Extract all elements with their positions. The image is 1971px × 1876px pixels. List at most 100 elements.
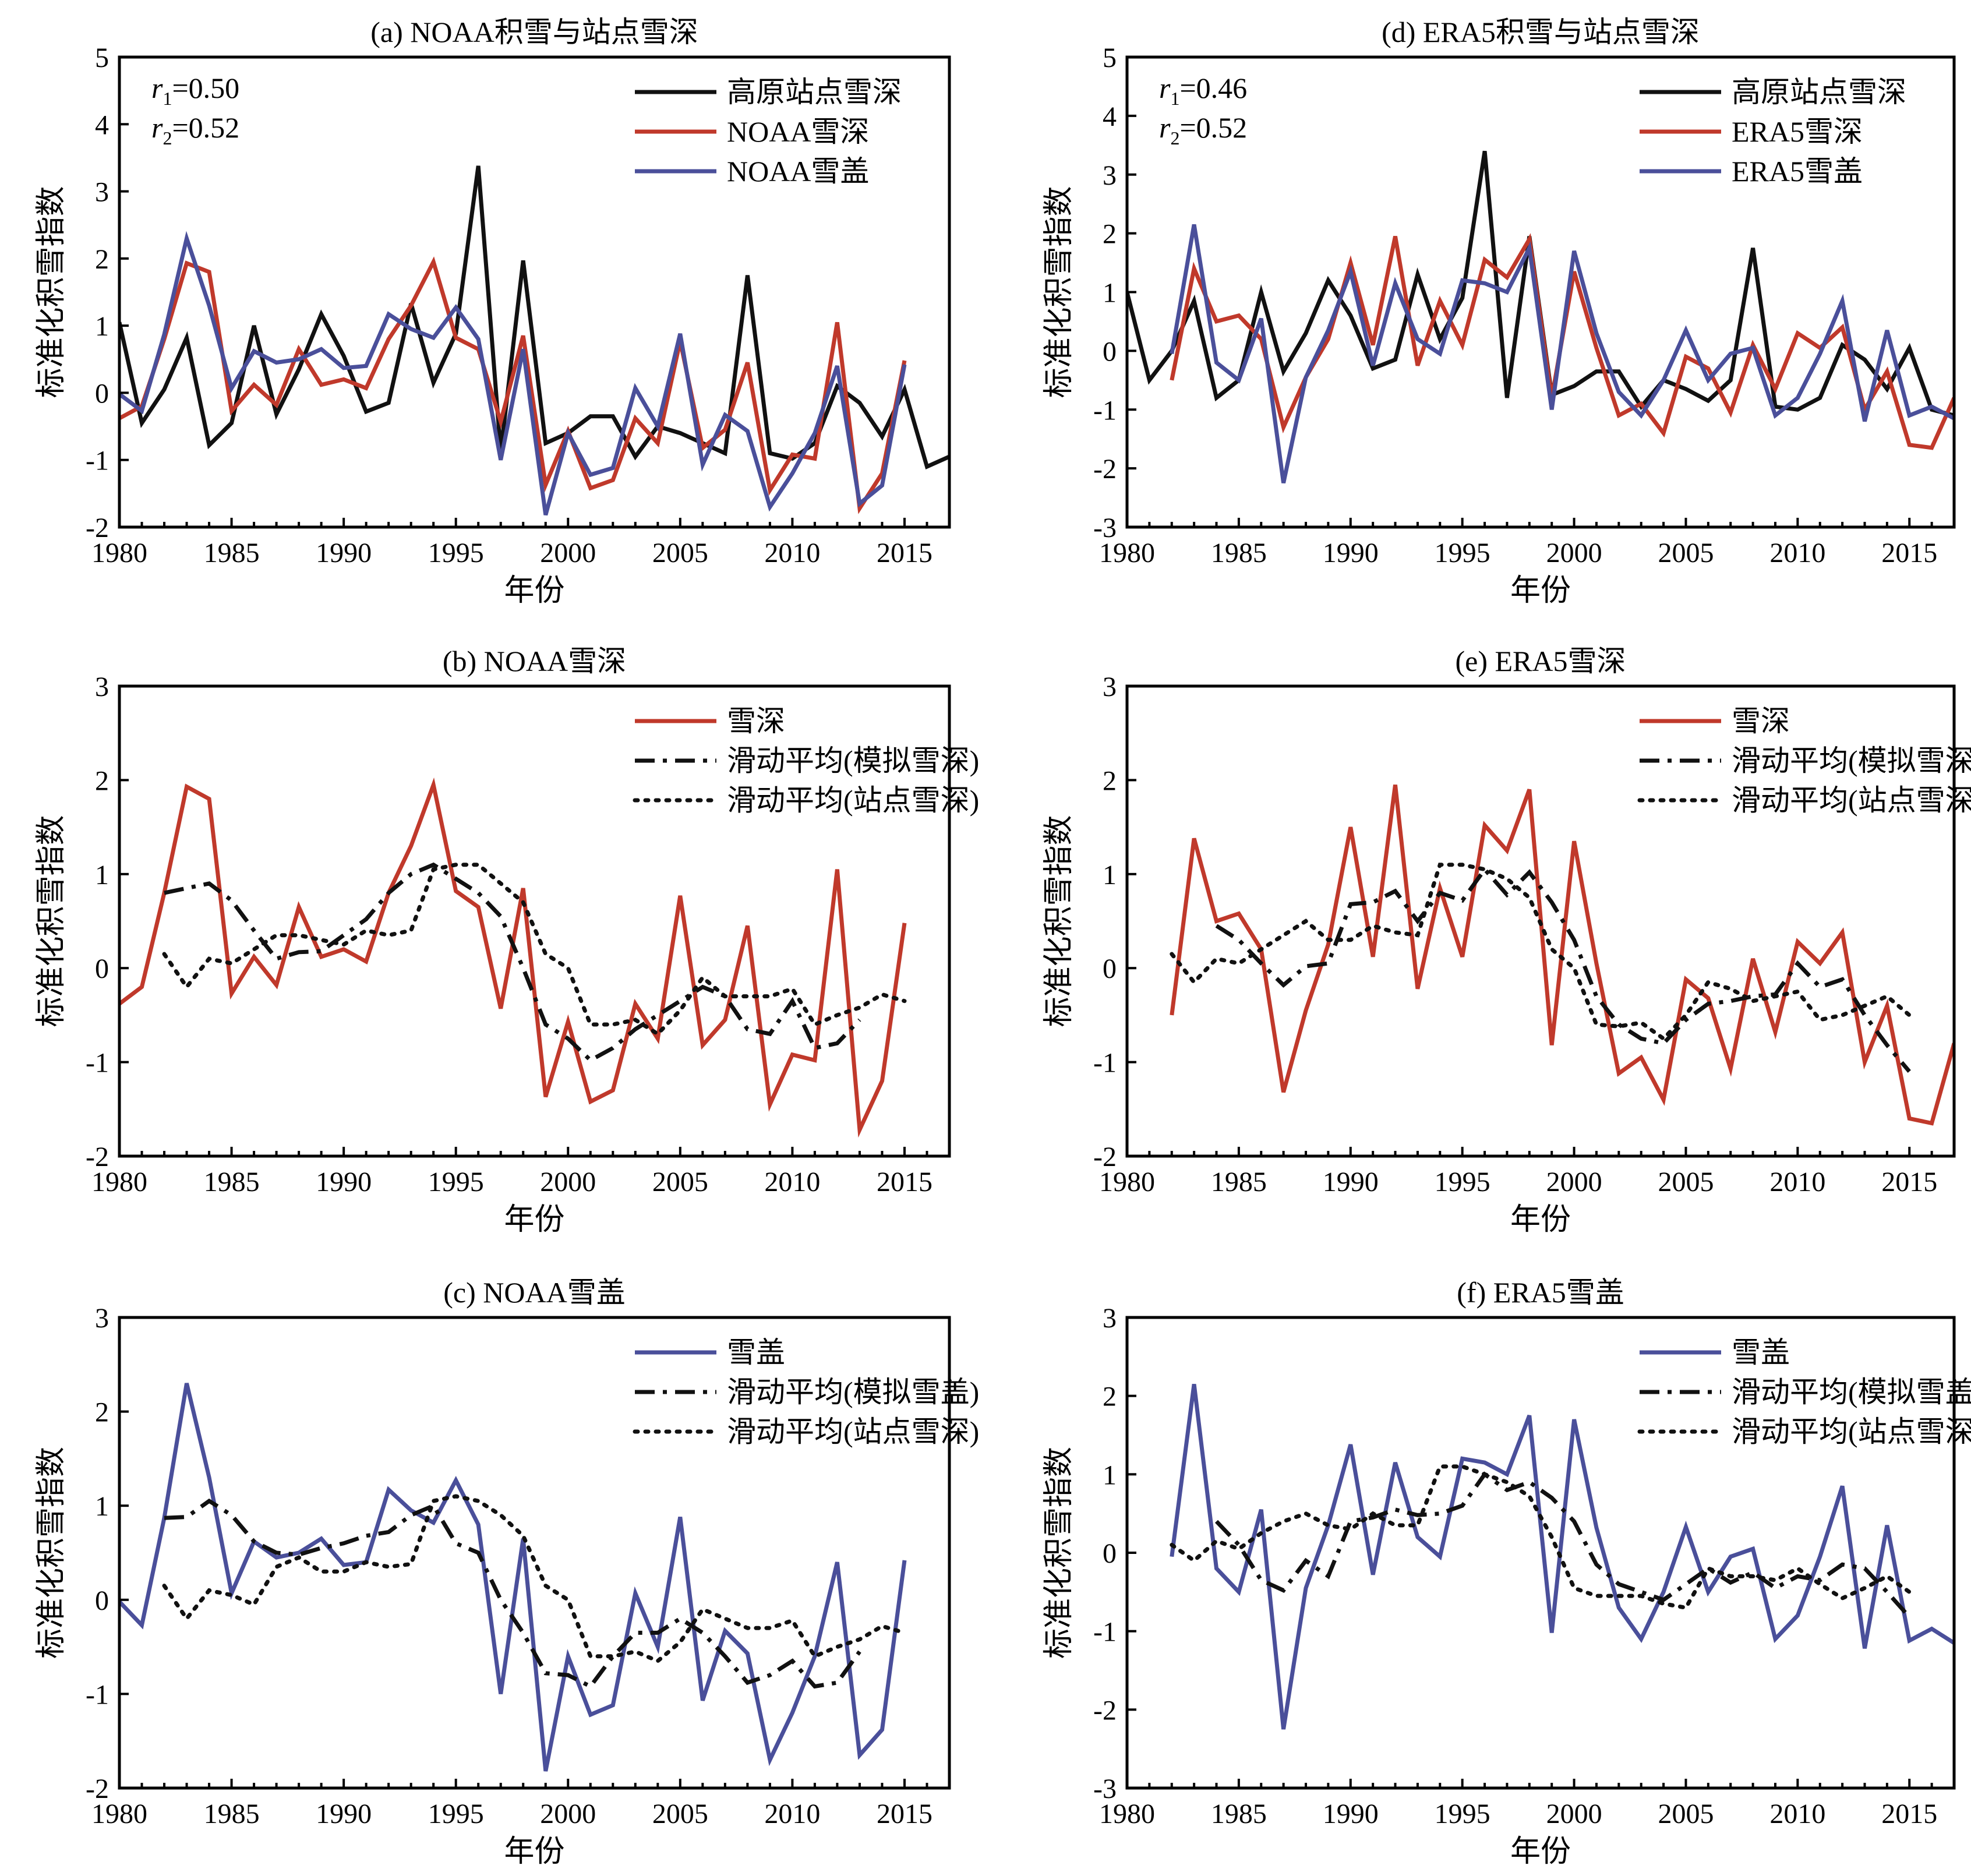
x-tick-label: 1990: [1323, 538, 1379, 568]
x-tick-label: 2000: [540, 1167, 596, 1197]
legend-label: 滑动平均(站点雪深): [1732, 1415, 1971, 1448]
legend-label: 滑动平均(模拟雪盖): [727, 1376, 979, 1408]
x-tick-label: 1995: [428, 1167, 484, 1197]
legend-label: 滑动平均(站点雪深): [727, 784, 979, 817]
panel-title: (c) NOAA雪盖: [443, 1276, 625, 1309]
y-tick-label: -1: [1093, 395, 1117, 426]
plot-frame: [118, 1316, 951, 1790]
x-tick-label: 1995: [428, 1799, 484, 1829]
series-line-3: [119, 231, 907, 516]
legend: 高原站点雪深 ERA5雪深 ERA5雪盖: [1640, 76, 1906, 188]
y-tick-label: 1: [1103, 278, 1117, 309]
series-line-3: [1170, 863, 1912, 1041]
y-tick-label: -2: [86, 1142, 109, 1172]
x-axis-label: 年份: [504, 574, 564, 607]
x-tick-label: 2000: [540, 538, 596, 568]
x-tick-label: 2010: [764, 538, 820, 568]
x-tick-label: 1985: [204, 1167, 260, 1197]
x-tick-label: 2015: [877, 1799, 932, 1829]
x-tick-label: 1985: [204, 538, 260, 568]
y-tick-label: -3: [1093, 513, 1117, 543]
x-tick-label: 1980: [91, 1799, 147, 1829]
legend-label: 高原站点雪深: [1732, 76, 1906, 108]
series-line-2: [1214, 1471, 1911, 1619]
x-axis-label: 年份: [504, 1835, 564, 1868]
y-axis-label: 标准化积雪指数: [1043, 815, 1076, 1027]
panel-f: (f) ERA5雪盖 -3 -2 -1 0 1 2 3 1980 1985 1990 1995 2000…: [1043, 1276, 1971, 1868]
y-axis-label: 标准化积雪指数: [35, 815, 68, 1027]
y-tick-label: 2: [95, 244, 109, 275]
x-tick-label: 2010: [764, 1799, 820, 1829]
series-line-3: [1170, 224, 1954, 484]
series-lines: [1170, 785, 1954, 1126]
y-tick-label: 3: [1103, 160, 1117, 191]
y-tick-label: -3: [1093, 1773, 1117, 1804]
y-axis-label: 标准化积雪指数: [35, 186, 68, 398]
y-tick-label: 1: [95, 1491, 109, 1522]
legend-label: 雪深: [727, 705, 785, 737]
y-tick-label: 1: [1103, 860, 1117, 891]
x-tick-label: 1995: [1435, 1799, 1490, 1829]
x-tick-label: 1995: [1435, 538, 1490, 568]
series-line-2: [119, 256, 907, 514]
x-tick-label: 1980: [1099, 538, 1155, 568]
panel-title: (b) NOAA雪深: [443, 645, 626, 677]
y-tick-label: -2: [1093, 454, 1117, 485]
x-tick-label: 2005: [652, 1799, 708, 1829]
panel-d: (d) ERA5积雪与站点雪深 -3 -2 -1 0 1 2 3 4 5 1980 1985 1990 1…: [1043, 16, 1956, 607]
series-line-2: [1215, 866, 1911, 1073]
y-tick-label: 2: [1103, 1382, 1117, 1412]
correlation-annotation: r1=0.46: [1159, 72, 1247, 109]
y-tick-label: 0: [95, 378, 109, 409]
plot-frame: [118, 55, 951, 529]
y-tick-label: 4: [1103, 101, 1117, 132]
x-tick-label: 2000: [1546, 538, 1602, 568]
legend-label: 雪盖: [727, 1336, 785, 1369]
y-tick-label: 3: [1103, 1303, 1117, 1334]
y-tick-label: 2: [95, 765, 109, 796]
legend-label: ERA5雪盖: [1732, 155, 1863, 188]
series-line-3: [162, 1494, 907, 1663]
x-tick-label: 2015: [1881, 1799, 1937, 1829]
correlation-annotation: r2=0.52: [151, 111, 239, 149]
y-tick-label: 3: [95, 1303, 109, 1334]
plot-frame: [1125, 684, 1956, 1158]
correlation-annotation: r1=0.50: [151, 72, 239, 109]
legend-label: 高原站点雪深: [727, 76, 902, 108]
y-tick-label: 2: [1103, 765, 1117, 796]
x-axis-label: 年份: [504, 1203, 564, 1236]
x-tick-label: 1980: [1099, 1799, 1155, 1829]
x-axis-label: 年份: [1510, 574, 1571, 607]
y-tick-label: 2: [1103, 219, 1117, 250]
x-tick-label: 2005: [1658, 1167, 1714, 1197]
y-axis-label: 标准化积雪指数: [35, 1447, 68, 1659]
y-tick-label: -2: [86, 1773, 109, 1804]
panels-layer: (a) NOAA积雪与站点雪深 -2 -1 0 1 2 3 4 5 1980 1985 1990 199…: [35, 16, 1971, 1868]
series-line-3: [1170, 1464, 1912, 1610]
y-tick-label: -1: [86, 1048, 109, 1079]
x-tick-label: 2010: [1769, 1799, 1825, 1829]
y-tick-label: 2: [95, 1397, 109, 1428]
legend: 高原站点雪深 NOAA雪深 NOAA雪盖: [635, 76, 902, 188]
panel-title: (d) ERA5积雪与站点雪深: [1382, 16, 1700, 48]
y-tick-label: 3: [95, 177, 109, 208]
x-axis-label: 年份: [1510, 1835, 1571, 1868]
x-tick-label: 1980: [91, 538, 147, 568]
legend-label: 滑动平均(站点雪深): [1732, 784, 1971, 817]
y-tick-label: -1: [86, 1679, 109, 1710]
x-tick-label: 1995: [1435, 1167, 1490, 1197]
x-tick-label: 2015: [1881, 1167, 1937, 1197]
x-tick-label: 2015: [1881, 538, 1937, 568]
y-tick-label: 0: [1103, 336, 1117, 367]
panel-b: (b) NOAA雪深 -2 -1 0 1 2 3 1980 1985 1990 1995 2000 20…: [35, 645, 979, 1236]
y-axis-label: 标准化积雪指数: [1043, 186, 1076, 398]
legend-label: 滑动平均(模拟雪深): [727, 744, 979, 777]
series-lines: [1170, 1384, 1954, 1730]
x-tick-label: 1980: [91, 1167, 147, 1197]
y-tick-label: 0: [1103, 1538, 1117, 1569]
panel-title: (f) ERA5雪盖: [1457, 1276, 1624, 1309]
panel-a: (a) NOAA积雪与站点雪深 -2 -1 0 1 2 3 4 5 1980 1985 1990 199…: [35, 16, 951, 607]
